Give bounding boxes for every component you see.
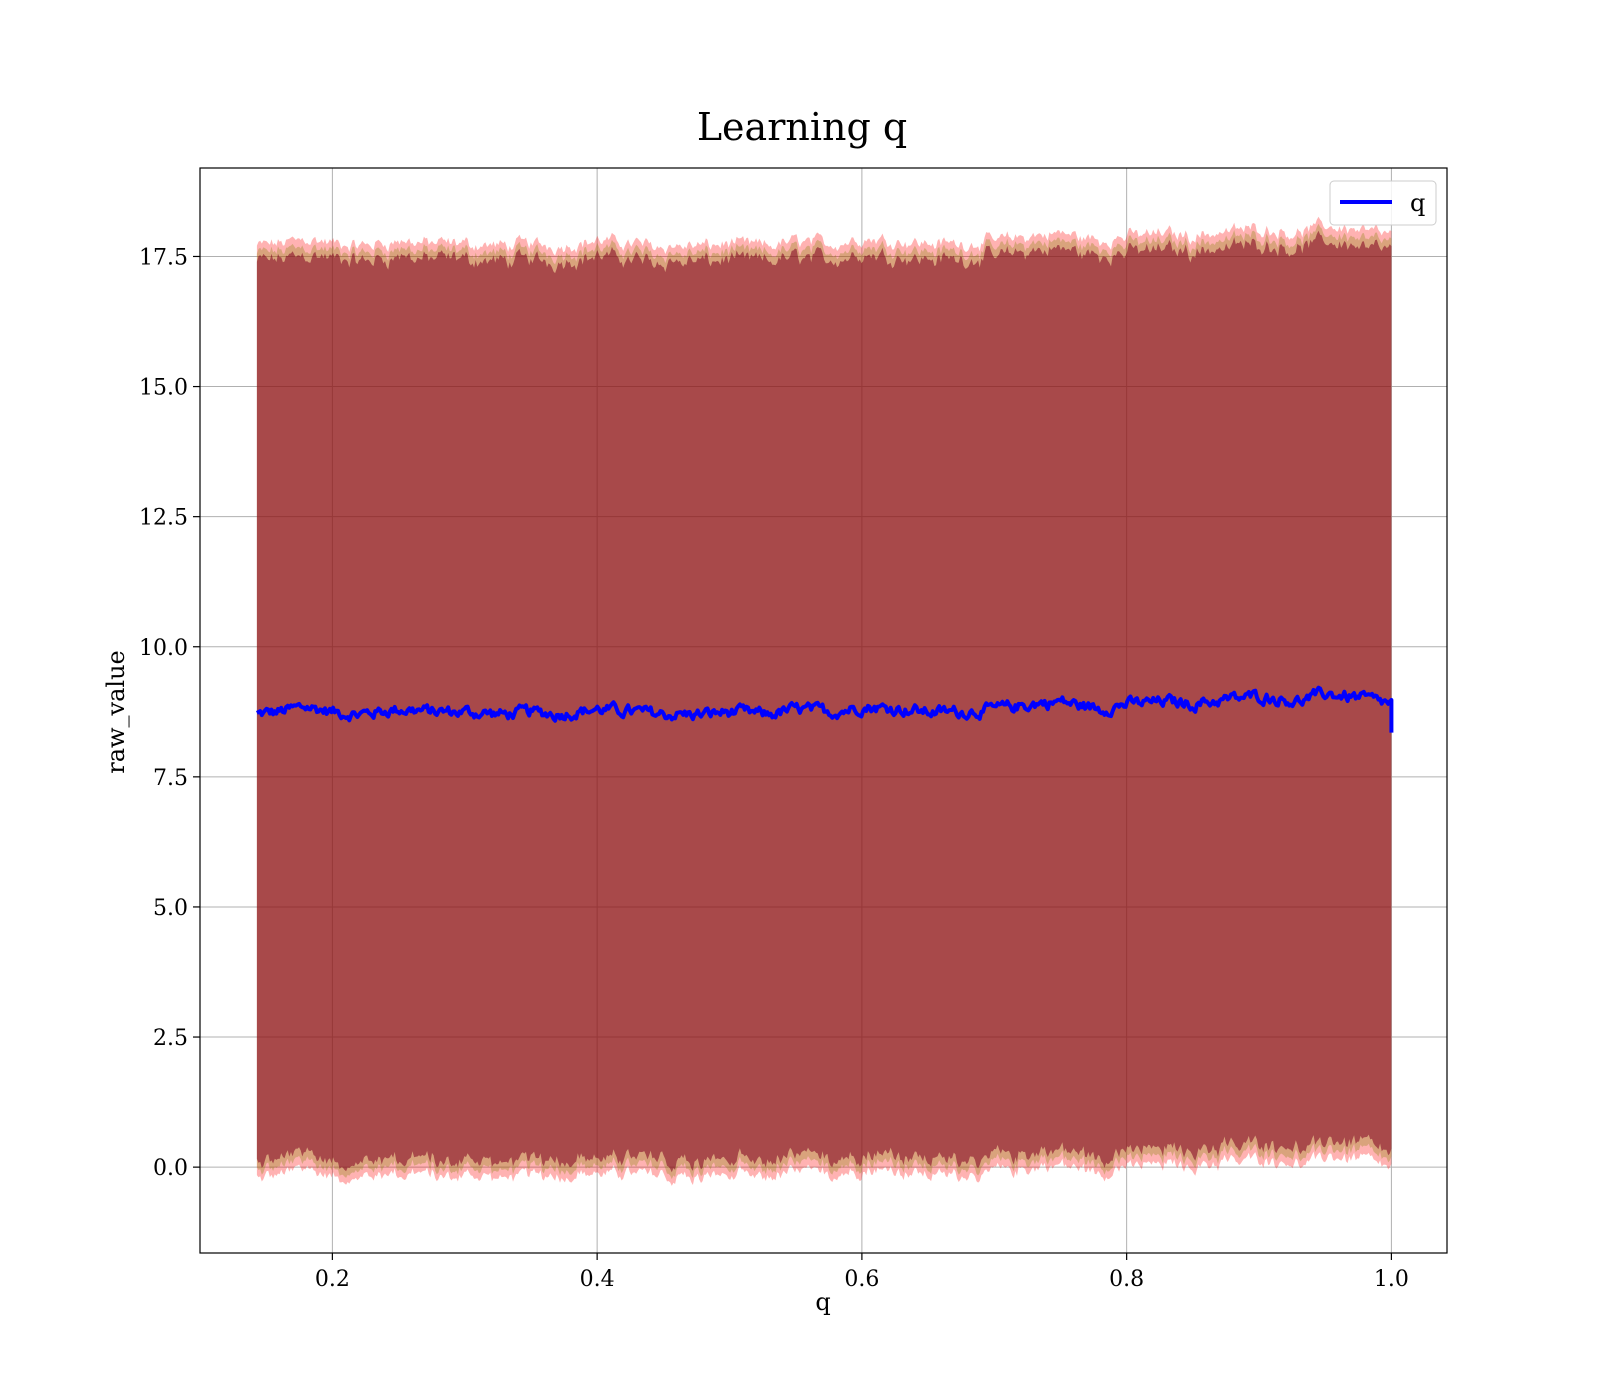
y-tick-label: 10.0: [139, 636, 188, 661]
y-tick-label: 12.5: [139, 506, 188, 531]
x-tick-label: 0.8: [1109, 1267, 1144, 1292]
x-tick-label: 0.4: [580, 1267, 615, 1292]
y-tick-label: 7.5: [153, 766, 188, 791]
chart-title: Learning q: [697, 105, 907, 149]
series-line-q: [256, 685, 1394, 733]
y-tick-label: 15.0: [139, 376, 188, 401]
y-ticks: 0.0 2.5 5.0 7.5 10.0 12.5 15.0 17.5: [139, 245, 200, 1181]
y-axis-label: raw_value: [102, 650, 130, 774]
x-tick-label: 0.6: [844, 1267, 879, 1292]
plot-frame: [199, 167, 1448, 1254]
band-inner: [256, 230, 1392, 1173]
x-tick-label: 0.2: [315, 1267, 350, 1292]
legend: q: [1329, 180, 1437, 226]
y-tick-label: 2.5: [153, 1026, 188, 1051]
confidence-bands: [256, 216, 1392, 1186]
y-tick-label: 17.5: [139, 245, 188, 270]
x-ticks: 0.2 0.4 0.6 0.8 1.0: [315, 1253, 1409, 1292]
x-axis-label: q: [815, 1288, 830, 1316]
y-tick-label: 5.0: [153, 896, 188, 921]
x-tick-label: 1.0: [1374, 1267, 1409, 1292]
y-tick-label: 0.0: [153, 1156, 188, 1181]
series-lines: [256, 685, 1394, 733]
legend-label-q: q: [1410, 189, 1425, 217]
